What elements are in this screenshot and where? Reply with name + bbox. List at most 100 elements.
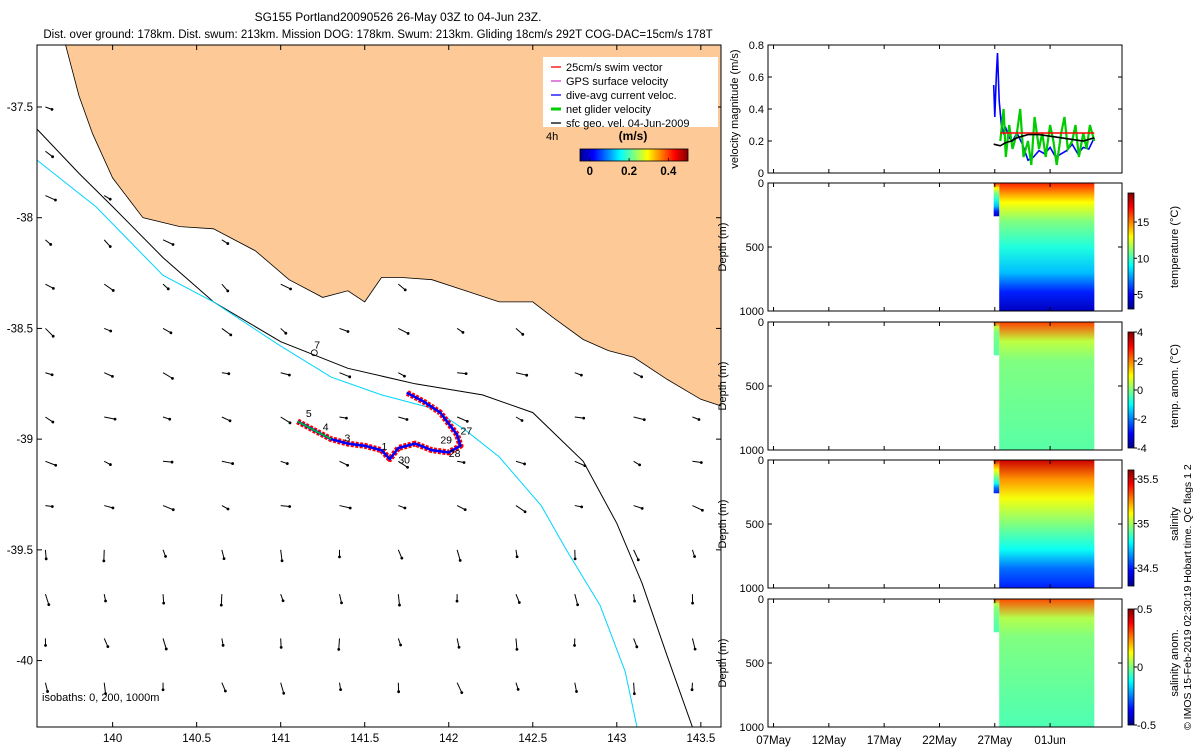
current-arrow	[44, 638, 47, 647]
heatmap-shallow-dives	[993, 322, 1000, 356]
depth-y-label: Depth (m)	[717, 639, 729, 688]
current-arrow	[221, 638, 225, 647]
heatmap-panel: 0 500 1000 Depth (m) -4 -2 0 2 4 temp. anom. (°C)	[717, 317, 1181, 457]
colorbar-label: temp. anom. (°C)	[1169, 344, 1181, 428]
current-arrow	[456, 416, 469, 423]
current-arrow	[103, 594, 107, 603]
colorbar-tick-label: 10	[1137, 253, 1149, 265]
heatmap-shallow-dives	[993, 460, 1000, 494]
current-arrow	[574, 682, 578, 693]
velocity-series-line	[992, 52, 1096, 162]
current-arrow	[692, 505, 704, 512]
map-x-tick-label: 141.5	[350, 733, 379, 745]
colorbar-gradient	[579, 148, 689, 162]
current-arrow	[339, 327, 350, 333]
current-arrow	[221, 460, 235, 465]
current-arrow	[339, 594, 343, 605]
current-arrow	[162, 549, 167, 558]
time-tick-label: 01Jun	[1034, 735, 1065, 747]
map-x-tick-label: 140	[103, 733, 122, 745]
depth-tick-label: 1000	[740, 583, 764, 595]
current-arrow	[515, 416, 524, 422]
velocity-y-tick-label: 0.2	[749, 136, 764, 148]
colorbar-tick-label: 35.5	[1137, 474, 1158, 486]
heatmap-shallow-dives	[993, 599, 1000, 633]
current-arrow	[515, 682, 520, 691]
current-arrow	[103, 682, 107, 696]
colorbar-tick-label: 0.4	[660, 166, 677, 178]
legend-entry: net glider velocity	[566, 104, 651, 116]
current-arrow	[162, 416, 172, 421]
track-label: 30	[398, 455, 410, 467]
current-arrow	[44, 682, 49, 693]
current-arrow	[397, 638, 403, 647]
colorbar-label: temperature (°C)	[1169, 206, 1181, 288]
current-arrow	[221, 505, 230, 511]
track-label: 4	[323, 421, 329, 433]
time-tick-label: 12May	[812, 735, 847, 747]
current-arrow	[280, 593, 285, 603]
legend-entry: sfc geo. vel. 04-Jun-2009	[566, 118, 690, 130]
current-arrow	[691, 594, 694, 605]
track-label: 1	[382, 441, 388, 453]
colorbar-tick-label: 0	[587, 166, 593, 178]
current-arrow	[45, 416, 55, 424]
current-arrow	[692, 416, 701, 421]
heatmap-colorbar	[1127, 331, 1135, 449]
current-arrow	[339, 682, 343, 692]
colorbar-tick-label: 5	[1137, 290, 1143, 302]
depth-tick-label: 0	[758, 455, 764, 467]
current-arrow	[574, 372, 583, 377]
current-arrow	[280, 460, 289, 465]
track-label: 7	[314, 339, 320, 351]
map-frame	[36, 44, 722, 728]
current-arrow	[219, 594, 223, 607]
current-arrow	[456, 505, 467, 512]
depth-tick-label: 0	[758, 594, 764, 606]
current-arrow	[515, 638, 519, 651]
current-arrow	[691, 638, 697, 651]
current-arrow	[397, 549, 404, 560]
colorbar-tick-label: 0	[1137, 662, 1143, 674]
current-arrow	[221, 372, 231, 376]
current-arrow	[279, 638, 283, 649]
vector-field	[44, 106, 704, 696]
map-y-tick-label: -37.5	[7, 102, 33, 114]
colorbar-label: salinity anom.	[1169, 629, 1181, 696]
current-arrow	[692, 460, 703, 464]
isobaths-label: isobaths: 0, 200, 1000m	[42, 692, 159, 704]
waypoint-marker	[310, 349, 318, 357]
current-arrow	[573, 638, 576, 647]
heatmap-colorbar	[1127, 192, 1135, 310]
current-arrow	[104, 505, 115, 510]
colorbar-tick-label: 0.5	[1137, 604, 1152, 616]
current-arrow	[515, 372, 529, 377]
track-label: 3	[345, 432, 351, 444]
heatmap-shallow-dives	[993, 183, 1000, 217]
chart-title: SG155 Portland20090526 26-May 03Z to 04-…	[255, 10, 542, 24]
current-arrow	[574, 505, 584, 509]
current-arrow	[691, 549, 696, 558]
track-label: 29	[440, 435, 452, 447]
current-arrow	[45, 372, 54, 377]
depth-y-label: Depth (m)	[717, 362, 729, 411]
current-arrow	[221, 239, 230, 245]
current-arrow	[574, 416, 586, 420]
velocity-series-line	[999, 108, 1096, 166]
map-y-tick-label: -38.5	[7, 323, 33, 335]
current-arrow	[104, 372, 114, 378]
current-arrow	[221, 328, 233, 337]
current-arrow	[397, 682, 401, 694]
current-arrow	[455, 594, 459, 603]
heatmap-field	[999, 599, 1095, 727]
current-arrow	[104, 416, 117, 421]
current-arrow	[457, 372, 468, 376]
current-arrow	[633, 594, 636, 603]
current-arrow	[456, 328, 465, 334]
time-tick-label: 22May	[922, 735, 957, 747]
current-arrow	[162, 327, 173, 335]
current-arrow	[280, 283, 292, 291]
map-y-axis: -37.5 -38 -38.5 -39 -39.5 -40	[7, 102, 721, 668]
current-arrow	[398, 327, 410, 335]
